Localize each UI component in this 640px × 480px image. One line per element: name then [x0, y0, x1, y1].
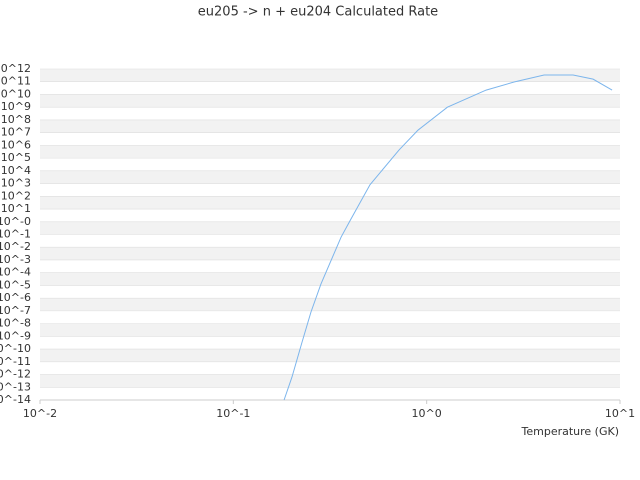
y-tick-label: 10^2: [1, 189, 31, 202]
x-tick-label: 10^-2: [23, 407, 57, 420]
x-axis-label: Temperature (GK): [521, 425, 620, 438]
y-tick-label: 10^-12: [0, 368, 31, 381]
y-tick-label: 10^-0: [0, 215, 31, 228]
y-tick-label: 10^-13: [0, 380, 31, 393]
x-tick-label: 10^1: [605, 407, 635, 420]
chart-title: eu205 -> n + eu204 Calculated Rate: [198, 5, 438, 20]
y-tick-label: 10^-6: [0, 291, 31, 304]
grid-band: [40, 119, 620, 133]
y-tick-label: 10^-7: [0, 304, 31, 317]
grid-band: [40, 145, 620, 159]
grid-band: [40, 349, 620, 362]
y-tick-label: 10^-1: [0, 228, 31, 241]
x-tick-label: 10^-1: [216, 407, 250, 420]
grid-band: [40, 247, 620, 260]
grid-band: [40, 69, 620, 82]
line-series: [283, 74, 613, 401]
grid-band: [40, 170, 620, 184]
grid: [40, 68, 620, 401]
y-tick-label: 10^-10: [0, 342, 31, 355]
grid-band: [40, 272, 620, 286]
y-tick-label: 10^6: [1, 138, 31, 151]
grid-band: [40, 323, 620, 337]
y-tick-label: 10^4: [1, 164, 31, 177]
x-tick-label: 10^0: [412, 407, 442, 420]
y-tick-label: 10^10: [0, 87, 31, 100]
y-tick-label: 10^-8: [0, 317, 31, 330]
y-tick-label: 10^11: [0, 75, 31, 88]
grid-band: [40, 196, 620, 210]
y-tick-label: 10^8: [1, 113, 31, 126]
grid-band: [40, 298, 620, 311]
y-tick-label: 10^1: [1, 202, 31, 215]
grid-band: [40, 94, 620, 108]
y-tick-label: 10^-5: [0, 278, 31, 291]
y-tick-label: 10^-9: [0, 329, 31, 342]
y-tick-label: 10^5: [1, 151, 31, 164]
y-tick-label: 10^-2: [0, 240, 31, 253]
grid-band: [40, 221, 620, 235]
y-tick-label: 10^12: [0, 62, 31, 75]
y-tick-label: 10^7: [1, 126, 31, 139]
y-tick-label: 10^-4: [0, 266, 31, 279]
y-tick-label: 10^-11: [0, 355, 31, 368]
y-tick-label: 10^3: [1, 177, 31, 190]
y-tick-label: 10^-3: [0, 253, 31, 266]
y-tick-label: 10^-14: [0, 393, 31, 406]
y-tick-label: 10^9: [1, 100, 31, 113]
grid-band: [40, 374, 620, 388]
